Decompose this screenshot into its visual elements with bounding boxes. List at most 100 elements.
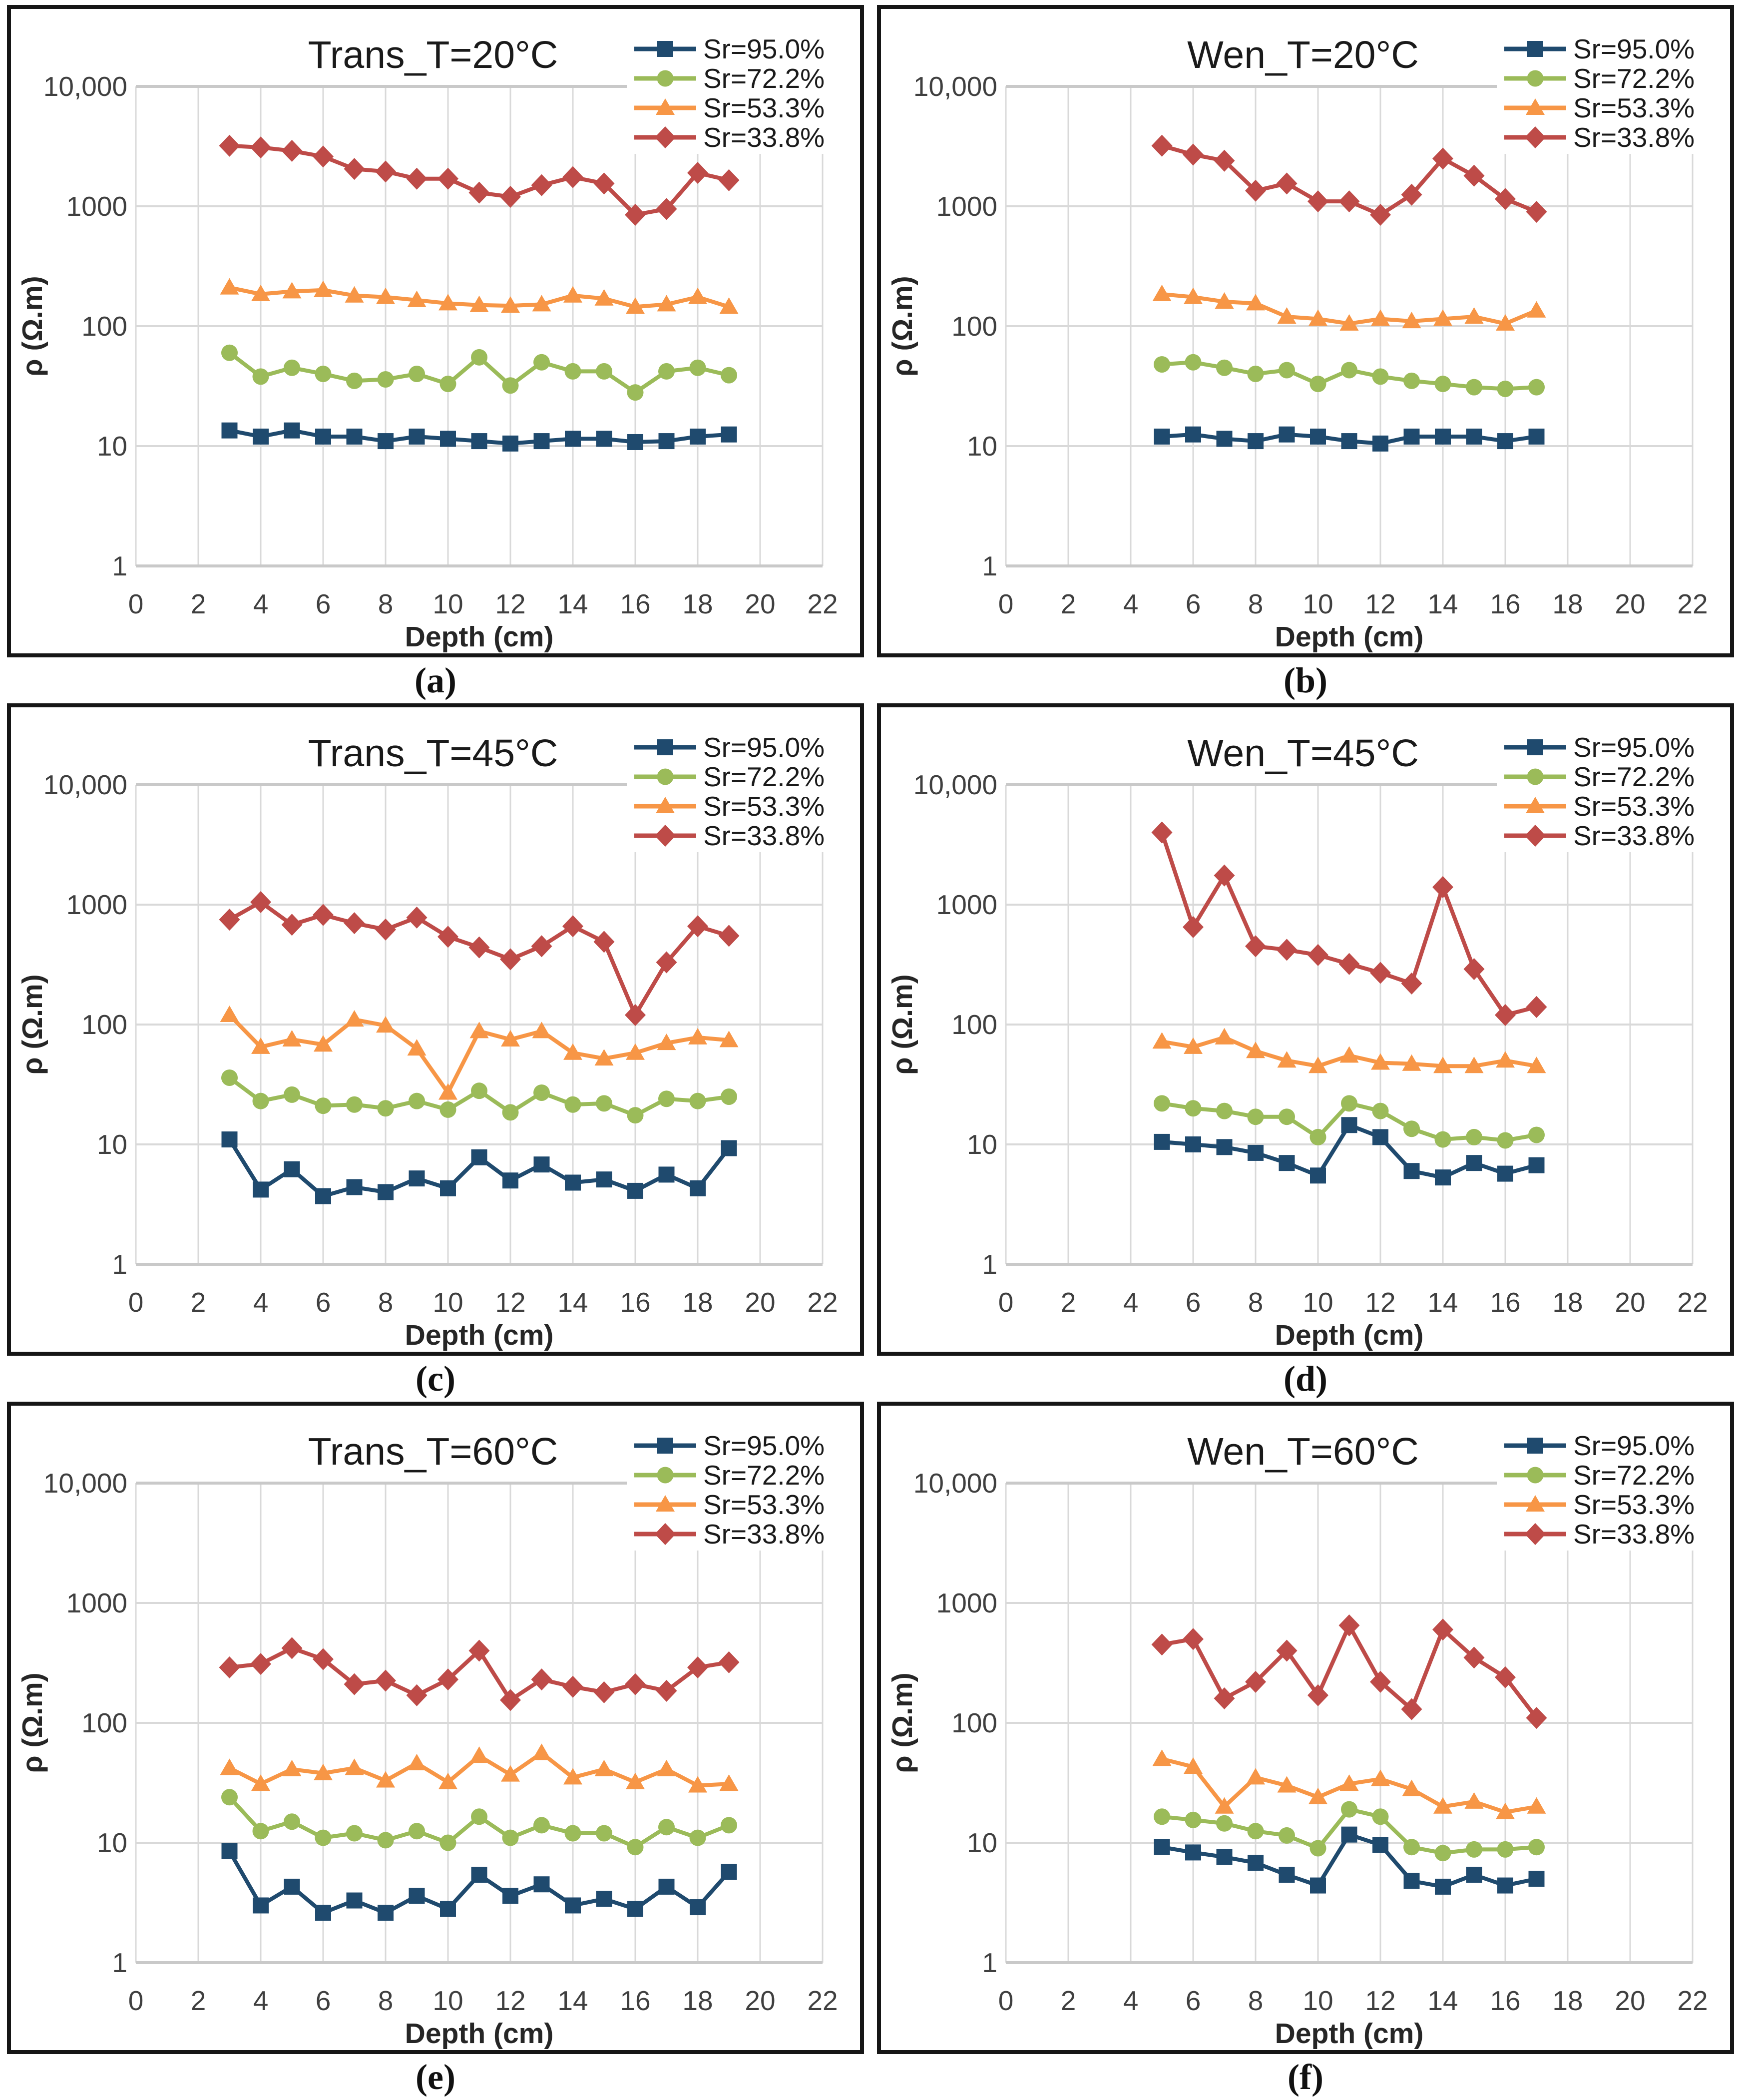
diamond-marker <box>1432 876 1453 898</box>
diamond-marker <box>593 1681 615 1703</box>
triangle-marker <box>1184 287 1203 304</box>
triangle-marker <box>251 1774 270 1791</box>
y-axis-tick-labels: 1 10 100 1000 10,000 <box>43 769 127 1280</box>
square-marker <box>315 1188 331 1204</box>
x-tick-label: 10 <box>433 1287 463 1318</box>
x-tick-label: 14 <box>1427 1985 1458 2016</box>
circle-marker <box>252 1092 269 1109</box>
series-Sr=33.8% <box>1151 1614 1547 1729</box>
legend: Sr=95.0%Sr=72.2%Sr=53.3%Sr=33.8% <box>627 725 859 852</box>
legend-label: Sr=72.2% <box>1573 1460 1695 1491</box>
triangle-marker <box>1277 1776 1297 1793</box>
diamond-marker <box>1401 972 1422 995</box>
legend-label: Sr=72.2% <box>1573 761 1695 792</box>
diamond-marker <box>250 136 271 159</box>
circle-marker <box>1309 376 1326 393</box>
x-tick-label: 0 <box>998 588 1014 619</box>
x-tick-label: 2 <box>191 1287 206 1318</box>
diamond-marker <box>656 1679 677 1702</box>
series-Sr=53.3% <box>220 1005 739 1100</box>
diamond-marker <box>1308 944 1328 966</box>
square-marker <box>1310 1167 1326 1184</box>
square-marker <box>284 1878 300 1895</box>
caption-f: (f) <box>1288 2057 1323 2097</box>
y-tick-label: 10,000 <box>913 1468 997 1499</box>
circle-marker <box>252 1823 269 1840</box>
y-axis-tick-labels: 1 10 100 1000 10,000 <box>913 1468 997 1978</box>
square-marker <box>221 422 238 439</box>
y-tick-label: 10,000 <box>913 769 997 800</box>
diamond-marker <box>656 951 677 974</box>
diamond-marker <box>1338 953 1360 975</box>
diamond-marker <box>1151 1633 1173 1656</box>
legend-label: Sr=72.2% <box>703 761 825 792</box>
square-marker <box>409 1170 425 1187</box>
x-tick-label: 22 <box>1677 1985 1708 2016</box>
y-tick-label: 10 <box>967 431 997 462</box>
diamond-marker <box>250 1653 271 1675</box>
y-tick-label: 100 <box>951 1009 997 1040</box>
diamond-marker <box>344 158 365 180</box>
legend-triangle-icon <box>1526 797 1545 813</box>
circle-marker <box>315 1829 332 1846</box>
diamond-marker <box>1338 190 1360 213</box>
x-tick-label: 0 <box>128 588 144 619</box>
x-tick-label: 14 <box>557 1985 588 2016</box>
triangle-marker <box>719 1774 739 1791</box>
square-marker <box>1185 426 1201 443</box>
diamond-marker <box>344 1673 365 1695</box>
diamond-marker <box>656 198 677 220</box>
circle-marker <box>689 359 706 376</box>
triangle-marker <box>314 1763 333 1780</box>
y-tick-label: 100 <box>951 311 997 342</box>
square-marker <box>1466 1155 1482 1171</box>
legend-label: Sr=53.3% <box>1573 1489 1695 1520</box>
square-marker <box>409 1888 425 1904</box>
triangle-marker <box>1277 307 1297 324</box>
y-tick-label: 10,000 <box>43 1468 127 1499</box>
diamond-marker <box>313 145 334 168</box>
x-tick-label: 16 <box>1490 588 1520 619</box>
diamond-marker <box>281 914 303 936</box>
diamond-marker <box>500 1689 521 1711</box>
square-marker <box>471 433 487 450</box>
legend-circle-icon <box>1527 70 1544 87</box>
x-tick-label: 22 <box>1677 1287 1708 1318</box>
diamond-marker <box>1183 1628 1204 1650</box>
diamond-marker <box>1276 1639 1298 1662</box>
legend-diamond-icon <box>1525 126 1546 148</box>
square-marker <box>1216 431 1233 447</box>
series-line <box>228 1138 731 1198</box>
x-tick-label: 4 <box>1123 1287 1139 1318</box>
circle-marker <box>1216 1102 1233 1119</box>
triangle-marker <box>1246 1042 1265 1058</box>
triangle-marker <box>626 1043 645 1060</box>
series-Sr=33.8% <box>1151 821 1547 1026</box>
x-tick-label: 0 <box>128 1985 144 2016</box>
triangle-marker <box>1152 1032 1172 1049</box>
square-marker <box>409 428 425 445</box>
diamond-marker <box>562 1675 583 1698</box>
circle-marker <box>564 363 581 380</box>
legend-circle-icon <box>1527 768 1544 785</box>
x-tick-label: 16 <box>620 1985 650 2016</box>
circle-marker <box>658 1090 675 1107</box>
x-tick-label: 20 <box>745 1985 775 2016</box>
diamond-marker <box>406 167 428 190</box>
series-line <box>1160 832 1537 1017</box>
x-tick-label: 18 <box>1552 1985 1583 2016</box>
diamond-marker <box>687 915 708 938</box>
diamond-marker <box>500 185 521 208</box>
diamond-marker <box>687 1656 708 1679</box>
diamond-marker <box>375 1669 396 1692</box>
x-tick-label: 8 <box>378 1985 394 2016</box>
triangle-marker <box>469 295 489 312</box>
square-marker <box>596 1171 612 1188</box>
series-Sr=95.0% <box>221 422 737 452</box>
chart-title: Wen_T=20°C <box>1187 33 1419 76</box>
circle-marker <box>533 354 550 371</box>
square-marker <box>690 428 706 445</box>
square-marker <box>1154 428 1170 445</box>
y-tick-label: 1 <box>112 550 127 581</box>
square-marker <box>253 428 269 445</box>
